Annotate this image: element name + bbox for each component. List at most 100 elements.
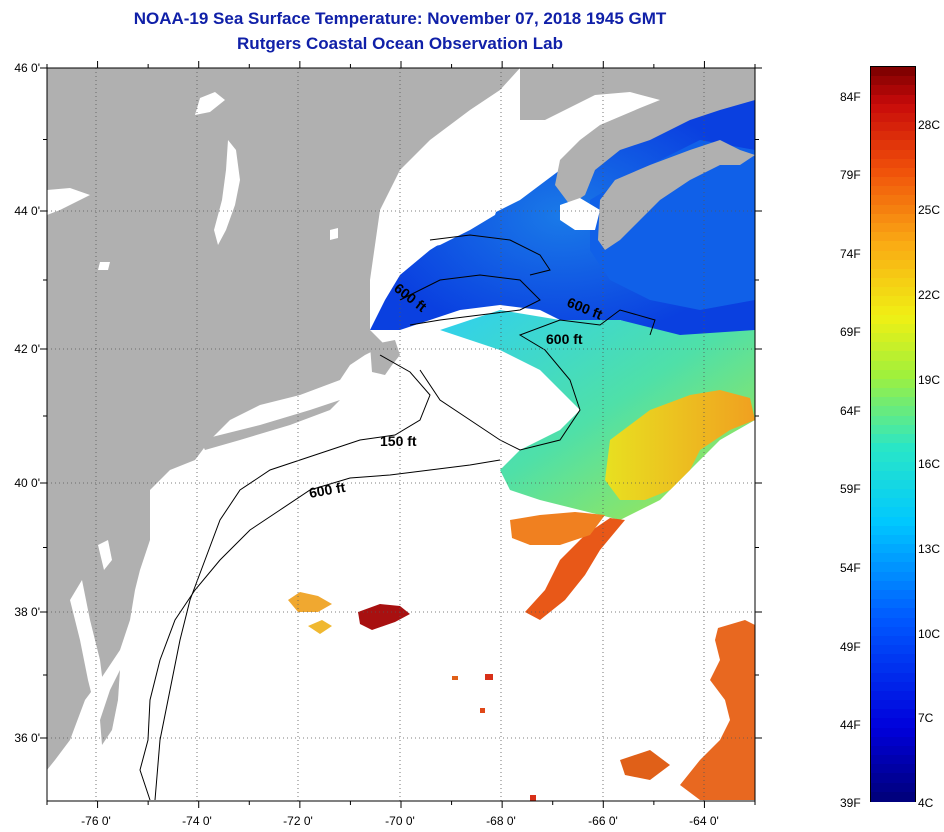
colorbar-band [871,544,915,555]
sst-spot-4 [530,795,536,801]
colorbar-band [871,360,915,372]
colorbar-band [871,690,915,702]
colorbar-band [871,791,915,803]
colorbar-band [871,479,915,491]
contour-gulf-of-maine-2 [429,234,551,276]
x-axis-labels: -76 0' -74 0' -72 0' -70 0' -68 0' -66 0… [81,814,719,828]
colorbar-band [871,222,915,234]
colorbar-band [871,351,915,363]
colorbar-band [871,250,915,262]
colorbar-band [871,700,915,711]
colorbar-band [871,764,915,775]
bathymetry-contours [139,234,656,801]
y-tick-label-40: 40 0' [14,476,40,490]
colorbar-band [871,443,915,454]
colorbar-band [871,709,915,720]
land-us-mainland [47,68,520,770]
cb-label-4c: 4C [918,796,934,810]
colorbar-band [871,140,915,152]
sst-warm-patch-1 [288,592,332,612]
cb-label-16c: 16C [918,457,941,471]
y-tick-label-42: 42 0' [14,342,40,356]
cb-label-84f: 84F [840,90,861,104]
colorbar-band [871,553,915,564]
colorbar-band [871,507,915,519]
colorbar-band [871,681,915,693]
colorbar-band [871,461,915,473]
y-axis-labels: 46 0' 44 0' 42 0' 40 0' 38 0' 36 0' [14,61,40,745]
sst-warm-band [510,512,605,545]
cb-label-13c: 13C [918,542,941,556]
colorbar-band [871,424,915,436]
contour-150ft [154,354,431,801]
x-tick-label-74: -74 0' [182,814,212,828]
colorbar-band [871,103,915,115]
colorbar-band [871,76,915,87]
colorbar-band [871,378,915,390]
contour-label-600ft-3: 600 ft [546,331,583,347]
colorbar-band [871,388,915,399]
y-tick-label-38: 38 0' [14,605,40,619]
y-tick-label-44: 44 0' [14,204,40,218]
colorbar-band [871,204,915,216]
colorbar-band [871,241,915,252]
colorbar [870,66,916,803]
x-tick-label-76: -76 0' [81,814,111,828]
colorbar-band [871,599,915,610]
lake-small-1 [98,262,110,270]
colorbar-band [871,85,915,96]
cb-label-19c: 19C [918,373,941,387]
land-eastern-shore [100,670,120,745]
colorbar-band [871,580,915,592]
colorbar-band [871,158,915,170]
colorbar-band [871,654,915,665]
colorbar-band [871,626,915,638]
delaware-bay [98,540,112,570]
colorbar-band [871,112,915,124]
lake-champlain [214,140,240,245]
lake-small-2 [330,228,338,240]
cb-label-69f: 69F [840,325,861,339]
colorbar-band [871,672,915,684]
cb-label-7c: 7C [918,711,934,725]
colorbar-band [871,663,915,675]
sst-spot-3 [452,676,458,680]
land-nova-scotia [598,140,755,250]
colorbar-band [871,305,915,317]
colorbar-band [871,736,915,748]
y-tick-label-46: 46 0' [14,61,40,75]
land-maritimes [520,68,755,205]
bay-of-fundy-water [560,198,600,230]
colorbar-band [871,268,915,280]
colorbar-band [871,195,915,207]
cb-label-59f: 59F [840,482,861,496]
contour-gulf-of-maine-1 [399,274,541,326]
colorbar-band [871,415,915,427]
inland-water [47,92,600,720]
colorbar-band [871,333,915,344]
colorbar-band [871,782,915,794]
colorbar-band [871,534,915,546]
colorbar-band [871,498,915,509]
sst-spot-2 [480,708,485,713]
lake-ontario [47,188,90,215]
colorbar-band [871,617,915,629]
cb-label-25c: 25C [918,203,941,217]
colorbar-band [871,278,915,289]
contour-label-600ft-4: 600 ft [308,479,347,501]
cb-label-79f: 79F [840,168,861,182]
colorbar-band [871,232,915,243]
colorbar-band [871,470,915,482]
cb-label-28c: 28C [918,118,941,132]
colorbar-band [871,167,915,179]
colorbar-band [871,186,915,197]
cb-label-39f: 39F [840,796,861,810]
cb-label-49f: 49F [840,640,861,654]
colorbar-band [871,645,915,656]
sst-warm-ring [605,390,755,500]
colorbar-band [871,571,915,583]
lake-moosehead [195,92,225,115]
colorbar-band [871,296,915,308]
colorbar-band [871,406,915,418]
cb-label-44f: 44F [840,718,861,732]
